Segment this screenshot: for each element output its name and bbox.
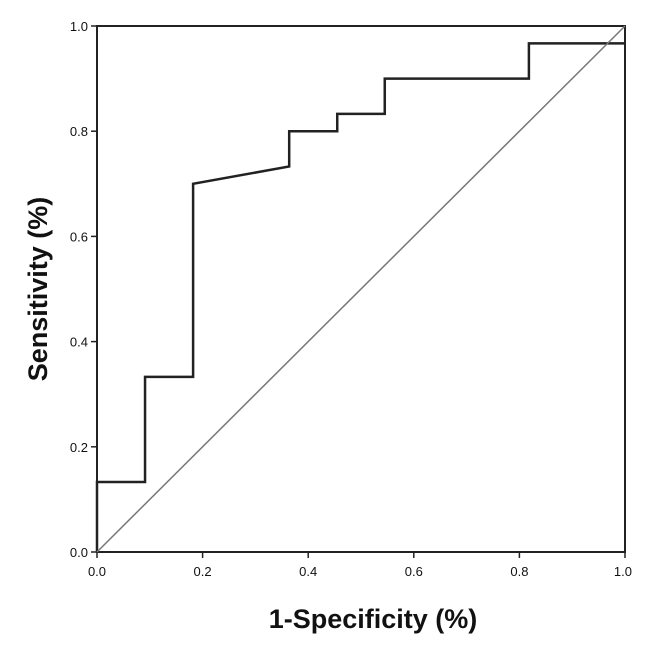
y-tick-label: 0.8: [70, 124, 88, 139]
x-axis-ticks: 0.0 0.2 0.4 0.6 0.8 1.0: [88, 552, 632, 579]
y-tick-label: 0.4: [70, 335, 88, 350]
y-tick-label: 1.0: [70, 19, 88, 34]
y-tick-label: 0.2: [70, 440, 88, 455]
y-tick-label: 0.0: [70, 545, 88, 560]
x-tick-label: 0.2: [194, 564, 212, 579]
x-axis-label: 1-Specificity (%): [269, 604, 478, 634]
series-layer: [95, 25, 626, 553]
x-tick-label: 0.6: [405, 564, 423, 579]
x-tick-label: 1.0: [614, 564, 632, 579]
y-axis-ticks: 0.0 0.2 0.4 0.6 0.8 1.0: [70, 19, 97, 560]
plot-frame: [96, 25, 626, 553]
y-axis-label: Sensitivity (%): [23, 197, 53, 382]
roc-curve-line: [95, 42, 625, 552]
x-tick-label: 0.8: [510, 564, 528, 579]
y-tick-label: 0.6: [70, 229, 88, 244]
reference-diagonal-line: [96, 25, 626, 553]
x-tick-label: 0.4: [299, 564, 317, 579]
x-tick-label: 0.0: [88, 564, 106, 579]
